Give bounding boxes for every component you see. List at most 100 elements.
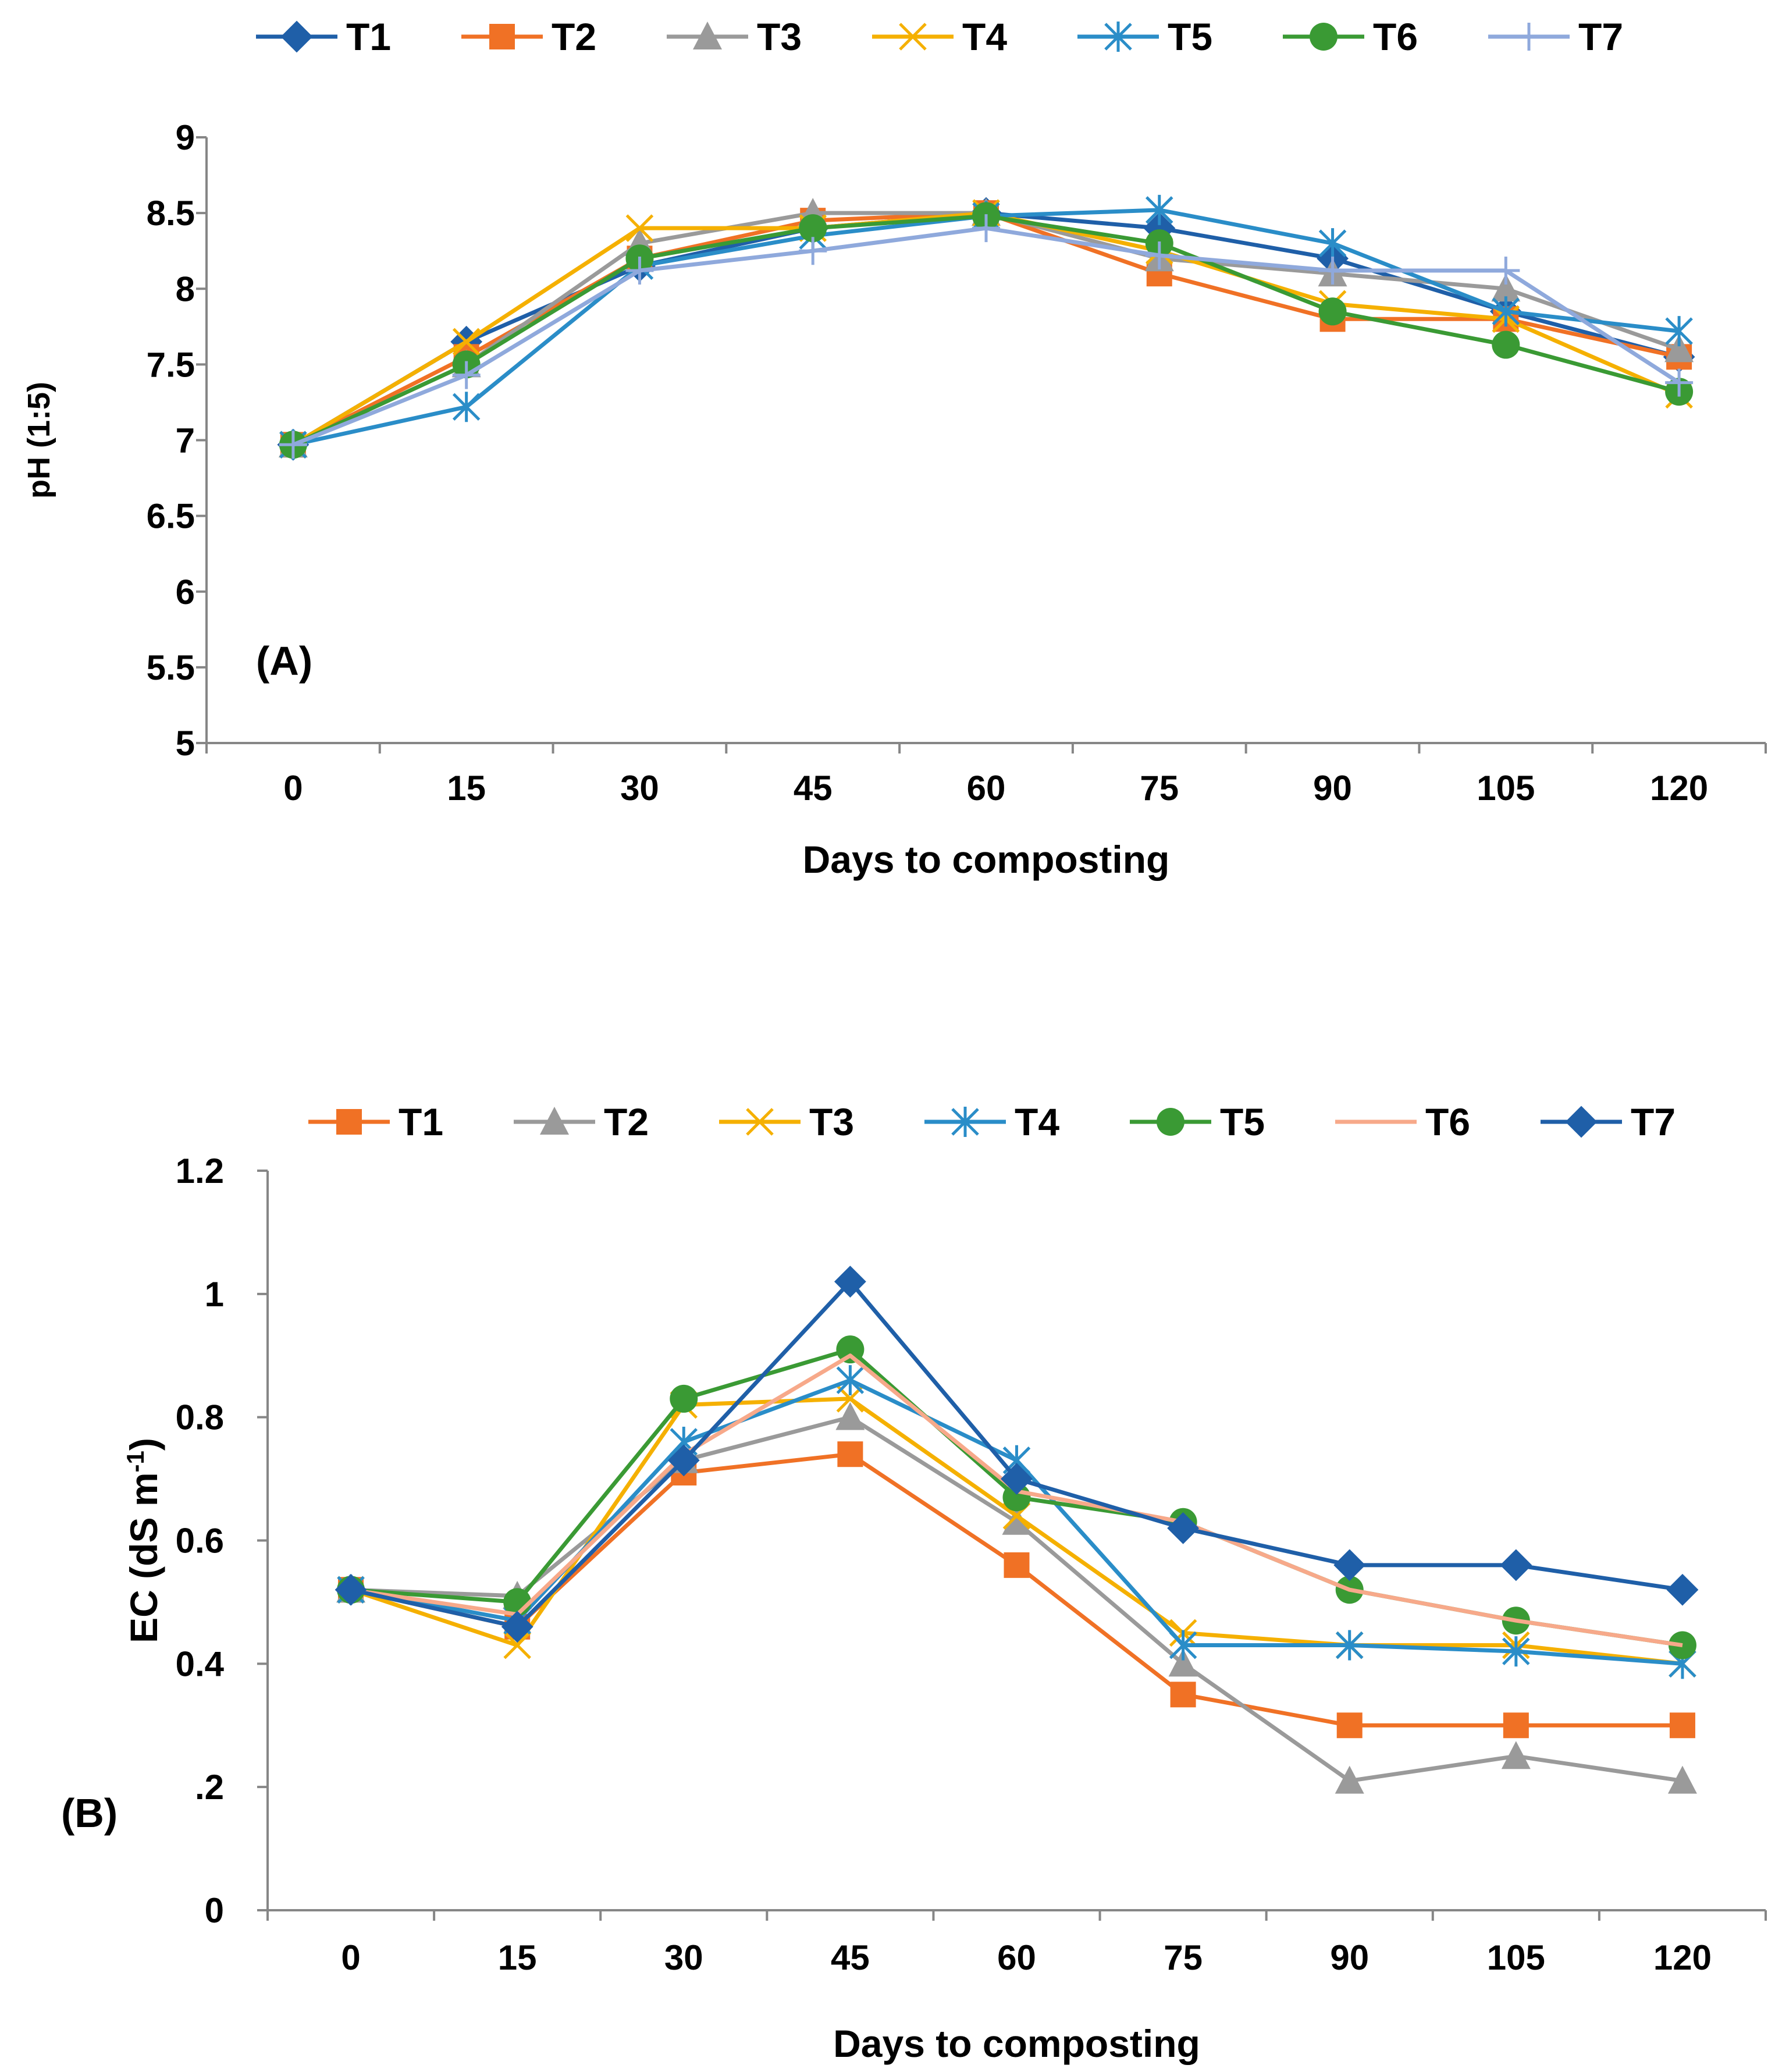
legend-marker xyxy=(489,24,515,49)
legend-label: T2 xyxy=(552,15,596,58)
legend-label: T1 xyxy=(346,15,391,58)
data-point-t5 xyxy=(1318,228,1347,259)
data-point-t5 xyxy=(1002,1483,1031,1512)
legend-label: T4 xyxy=(1015,1100,1059,1143)
y-axis-title-superscript: -1 xyxy=(122,1451,149,1472)
x-tick-label: 30 xyxy=(664,1938,703,1977)
legend-marker xyxy=(951,1107,979,1137)
legend-marker xyxy=(540,1107,569,1135)
data-point-t4 xyxy=(1169,1630,1197,1661)
series-t7 xyxy=(335,1266,1699,1643)
x-tick-label: 15 xyxy=(447,769,486,808)
data-point-t7 xyxy=(799,237,827,265)
legend-item-t6: T6 xyxy=(1335,1100,1470,1143)
legend-item-t3: T3 xyxy=(719,1100,854,1143)
legend-label: T5 xyxy=(1168,15,1212,58)
legend-marker xyxy=(746,1108,774,1136)
data-point-t5 xyxy=(1146,194,1173,225)
y-tick-label: 5 xyxy=(176,724,195,763)
data-point-t1 xyxy=(1336,1712,1363,1739)
y-tick-label: 9 xyxy=(176,118,195,157)
legend-marker xyxy=(899,23,927,51)
y-axis-title: pH (1:5) xyxy=(22,382,56,499)
data-point-t4 xyxy=(836,1365,865,1396)
data-point-t1 xyxy=(1503,1712,1529,1739)
y-tick-label: 0.6 xyxy=(176,1522,224,1561)
data-point-t1 xyxy=(1669,1712,1695,1739)
legend-item-t5: T5 xyxy=(1130,1100,1265,1143)
legend-item-t4: T4 xyxy=(924,1100,1059,1143)
legend-item-t7: T7 xyxy=(1541,1100,1676,1143)
x-tick-label: 45 xyxy=(831,1938,870,1977)
series-line-t2 xyxy=(292,211,1680,447)
legend: T1 T2 T3 T4 T5 T6 T7 xyxy=(256,15,1623,58)
data-point-t5 xyxy=(836,1335,865,1364)
x-tick-label: 120 xyxy=(1650,769,1708,808)
data-point-t7 xyxy=(667,1444,700,1477)
data-point-t7 xyxy=(1333,1549,1366,1581)
x-tick-label: 120 xyxy=(1653,1938,1712,1977)
y-tick-label: 7 xyxy=(176,421,195,460)
panel-label: (A) xyxy=(256,638,312,684)
y-tick-label: 8.5 xyxy=(147,194,195,233)
x-tick-label: 45 xyxy=(794,769,833,808)
x-tick-label: 0 xyxy=(283,769,303,808)
x-tick-label: 60 xyxy=(997,1938,1036,1977)
legend-label: T4 xyxy=(962,15,1007,58)
x-axis-title: Days to composting xyxy=(803,838,1170,881)
legend: T1 T2 T3 T4 T5 T6 T7 xyxy=(308,1100,1676,1143)
y-axis-title-text: EC (dS m xyxy=(122,1472,165,1643)
data-point-t7 xyxy=(279,431,307,459)
legend-marker xyxy=(336,1109,362,1135)
y-axis-title-end: ) xyxy=(122,1438,165,1451)
data-point-t2 xyxy=(1168,1648,1198,1677)
data-point-t2 xyxy=(1335,1765,1364,1794)
x-tick-label: 90 xyxy=(1330,1938,1369,1977)
data-point-t7 xyxy=(625,257,654,285)
x-tick-label: 75 xyxy=(1140,769,1179,808)
legend-label: T6 xyxy=(1425,1100,1470,1143)
legend-marker xyxy=(1310,23,1338,51)
y-tick-label: .2 xyxy=(195,1768,224,1807)
legend-label: T7 xyxy=(1578,15,1623,58)
legend-label: T5 xyxy=(1220,1100,1265,1143)
data-point-t7 xyxy=(335,1573,367,1606)
data-point-t3 xyxy=(1491,273,1521,302)
legend-label: T2 xyxy=(604,1100,649,1143)
y-tick-label: 6.5 xyxy=(147,497,195,536)
legend-item-t6: T6 xyxy=(1283,15,1418,58)
legend-label: T7 xyxy=(1631,1100,1676,1143)
data-point-t4 xyxy=(625,214,654,242)
legend-item-t7: T7 xyxy=(1488,15,1623,58)
data-point-t7 xyxy=(1318,257,1347,285)
data-point-t6 xyxy=(1318,297,1347,326)
data-point-t1 xyxy=(1170,1682,1196,1708)
data-point-t7 xyxy=(834,1266,866,1298)
legend-label: T3 xyxy=(809,1100,854,1143)
data-point-t7 xyxy=(1500,1549,1532,1581)
data-point-t6 xyxy=(1492,330,1520,359)
y-tick-label: 0.4 xyxy=(176,1644,225,1683)
data-point-t7 xyxy=(972,214,1000,243)
legend-item-t2: T2 xyxy=(461,15,596,58)
legend-item-t3: T3 xyxy=(667,15,802,58)
series-line-t1 xyxy=(292,211,1680,447)
y-tick-label: 1 xyxy=(205,1275,224,1314)
legend-marker xyxy=(1157,1108,1184,1136)
data-point-t1 xyxy=(1004,1552,1030,1578)
series-line-t3 xyxy=(292,211,1680,447)
legend-item-t4: T4 xyxy=(872,15,1007,58)
x-tick-label: 105 xyxy=(1477,769,1535,808)
data-point-t7 xyxy=(452,361,481,389)
legend-marker xyxy=(1515,23,1543,51)
chart-a: 55.566.577.588.590 15 30 45 60 75 90 105 120Days… xyxy=(22,15,1767,881)
data-point-t5 xyxy=(1492,296,1520,327)
data-point-t4 xyxy=(452,328,481,356)
y-tick-label: 7.5 xyxy=(147,345,195,384)
data-point-t7 xyxy=(1001,1463,1033,1495)
y-tick-label: 8 xyxy=(176,269,195,308)
x-tick-label: 15 xyxy=(498,1938,537,1977)
x-tick-label: 30 xyxy=(620,769,659,808)
x-axis-title: Days to composting xyxy=(833,2022,1200,2065)
